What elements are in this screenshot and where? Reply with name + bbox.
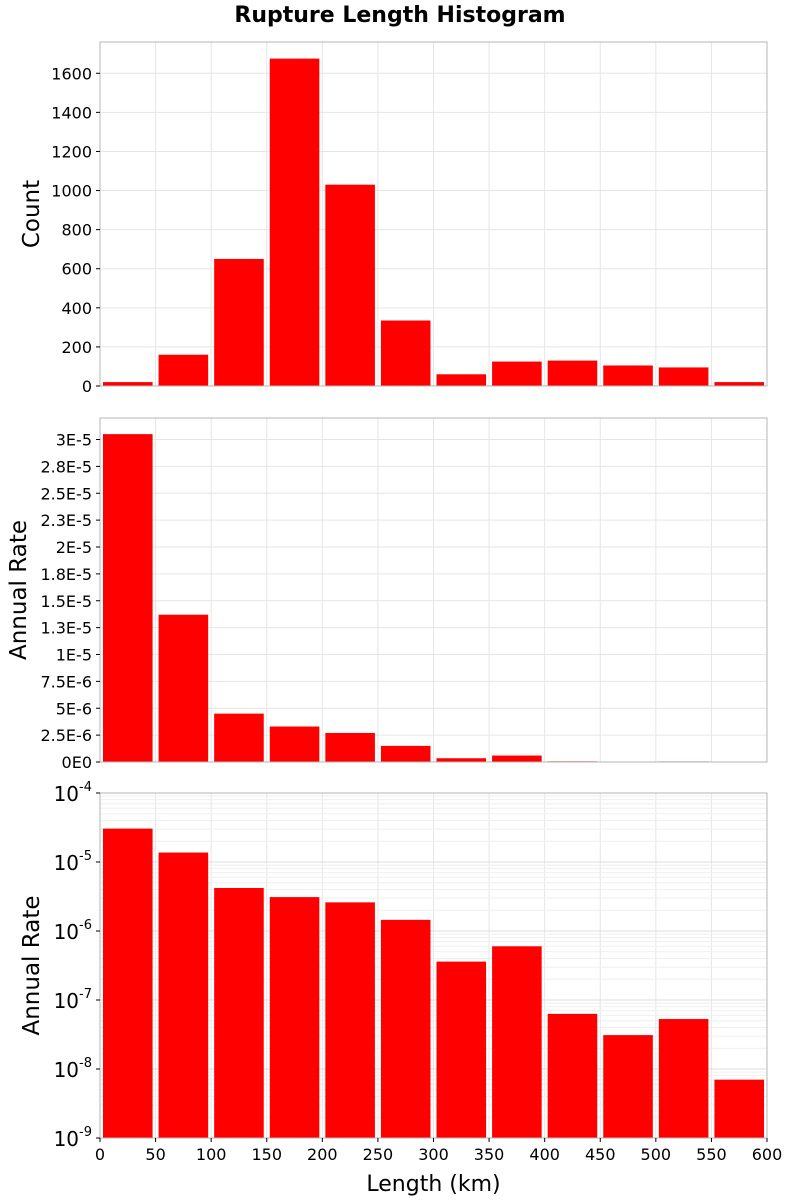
bar	[714, 1079, 764, 1138]
y-tick-label: 0	[82, 377, 92, 396]
grid-lines	[99, 42, 768, 387]
bar	[714, 382, 764, 386]
y-ticks: 0E0 2.5E-6 5E-6 7.5E-6 1E-5 1.3E-5 1.5E-5 1.8E-…	[40, 431, 100, 772]
y-tick-label: 2.3E-5	[40, 511, 92, 530]
y-tick-label: 2.8E-5	[40, 457, 92, 476]
y-ticks: 10-9 10-8 10-7 10-6 10-5 10-4	[54, 780, 100, 1151]
bar	[658, 367, 709, 386]
bar	[658, 1019, 709, 1138]
bars	[103, 58, 764, 386]
y-axis-label: Count	[19, 180, 45, 248]
bar	[436, 961, 487, 1138]
bar	[158, 354, 209, 386]
x-tick-label: 400	[529, 1145, 560, 1164]
x-tick-label: 550	[696, 1145, 727, 1164]
y-tick-label: 400	[61, 299, 92, 318]
count-panel: 0 200 400 600 800 1000 1200 1400 1600 Count	[19, 41, 768, 396]
bars	[103, 828, 764, 1138]
x-tick-label: 100	[196, 1145, 227, 1164]
x-tick-label: 450	[585, 1145, 616, 1164]
plot-frame	[99, 417, 768, 763]
x-tick-label: 250	[363, 1145, 394, 1164]
y-tick-label: 10-9	[54, 1125, 92, 1151]
bar	[214, 713, 264, 762]
bar	[214, 887, 264, 1138]
plot-frame	[99, 41, 768, 387]
y-axis-label: Annual Rate	[19, 896, 45, 1036]
y-tick-label: 800	[61, 221, 92, 240]
x-tick-label: 150	[251, 1145, 282, 1164]
x-axis-label: Length (km)	[366, 1172, 500, 1197]
y-tick-label: 1200	[51, 142, 92, 161]
bar	[380, 320, 431, 386]
y-tick-label: 10-6	[54, 918, 92, 944]
y-tick-label: 10-7	[54, 987, 92, 1013]
bar	[325, 902, 375, 1138]
y-axis-label: Annual Rate	[6, 520, 32, 660]
bar	[492, 755, 542, 762]
bar	[492, 946, 542, 1138]
y-tick-label: 1400	[51, 103, 92, 122]
bar	[325, 732, 375, 762]
x-axis: 0 50 100 150 200 250 300 350 400 450 500 550 600 Leng…	[95, 1138, 782, 1197]
bar	[325, 184, 375, 386]
y-ticks: 0 200 400 600 800 1000 1200 1400 1600	[51, 64, 100, 396]
bar	[214, 258, 264, 386]
y-tick-label: 0E0	[62, 753, 92, 772]
bar	[269, 897, 320, 1138]
y-tick-label: 10-8	[54, 1056, 92, 1082]
y-tick-label: 5E-6	[56, 699, 92, 718]
grid-lines	[99, 418, 768, 763]
annual-rate-linear-panel: 0E0 2.5E-6 5E-6 7.5E-6 1E-5 1.3E-5 1.5E-5 1.8E-…	[6, 417, 768, 772]
x-tick-label: 300	[418, 1145, 449, 1164]
y-tick-label: 10-5	[54, 849, 92, 875]
y-tick-label: 600	[61, 260, 92, 279]
y-tick-label: 1.3E-5	[40, 619, 92, 638]
bar	[380, 919, 431, 1138]
x-tick-label: 600	[752, 1145, 783, 1164]
y-tick-label: 7.5E-6	[40, 672, 92, 691]
bar	[158, 852, 209, 1138]
y-tick-label: 2E-5	[56, 538, 92, 557]
y-tick-label: 1.8E-5	[40, 565, 92, 584]
y-tick-label: 2.5E-6	[40, 726, 92, 745]
y-tick-label: 1.5E-5	[40, 592, 92, 611]
bar	[158, 614, 209, 762]
y-tick-label: 3E-5	[56, 431, 92, 450]
bar	[603, 1035, 653, 1138]
y-tick-label: 1E-5	[56, 646, 92, 665]
x-tick-label: 200	[307, 1145, 338, 1164]
y-tick-label: 2.5E-5	[40, 484, 92, 503]
bar	[380, 745, 431, 762]
bar	[603, 365, 653, 386]
y-tick-label: 1600	[51, 64, 92, 83]
bar	[492, 361, 542, 386]
bar	[547, 1013, 598, 1138]
x-tick-label: 500	[641, 1145, 672, 1164]
bar	[269, 726, 320, 762]
y-tick-label: 200	[61, 338, 92, 357]
bars	[103, 434, 764, 762]
x-tick-label: 50	[145, 1145, 165, 1164]
bar	[547, 360, 598, 386]
x-tick-label: 0	[95, 1145, 105, 1164]
bar	[269, 58, 320, 386]
bar	[103, 828, 153, 1138]
bar	[103, 382, 153, 386]
annual-rate-log-panel: 10-9 10-8 10-7 10-6 10-5 10-4 Annual Rate	[19, 780, 768, 1151]
y-tick-label: 10-4	[54, 780, 92, 806]
x-tick-label: 350	[474, 1145, 505, 1164]
bar	[436, 374, 487, 386]
bar	[436, 758, 487, 762]
bar	[103, 434, 153, 762]
y-tick-label: 1000	[51, 182, 92, 201]
chart-title: Rupture Length Histogram	[234, 3, 566, 28]
